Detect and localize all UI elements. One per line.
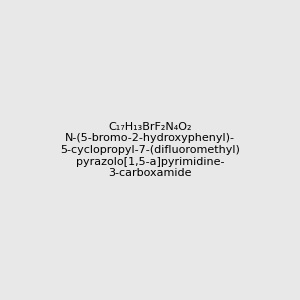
Text: C₁₇H₁₃BrF₂N₄O₂
N-(5-bromo-2-hydroxyphenyl)-
5-cyclopropyl-7-(difluoromethyl)
pyr: C₁₇H₁₃BrF₂N₄O₂ N-(5-bromo-2-hydroxypheny… [60, 122, 240, 178]
